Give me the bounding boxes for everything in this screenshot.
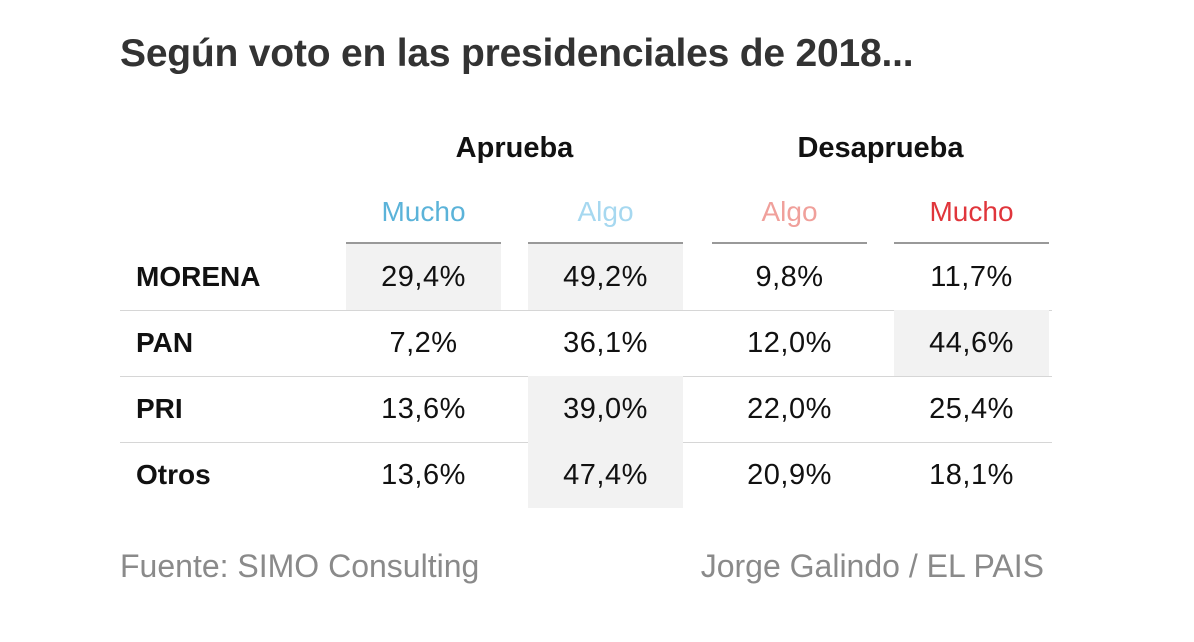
table-cell: 7,2%: [389, 327, 458, 359]
column-header-2: Algo: [761, 196, 818, 227]
table-cell: 13,6%: [381, 459, 466, 491]
column-header-3: Mucho: [929, 196, 1014, 227]
table-cell: 13,6%: [381, 393, 466, 425]
table-cell: 22,0%: [747, 393, 832, 425]
credit-note: Jorge Galindo / EL PAIS: [700, 548, 1044, 584]
row-label: PAN: [136, 327, 194, 358]
column-underline-1: [528, 242, 683, 244]
table-cell: 12,0%: [747, 327, 832, 359]
table-cell: 18,1%: [929, 459, 1014, 491]
column-header-0: Mucho: [381, 196, 466, 227]
table-cell: 44,6%: [894, 310, 1049, 376]
table-cell: 36,1%: [563, 327, 648, 359]
row-label: MORENA: [136, 261, 261, 292]
table-cell: 25,4%: [929, 393, 1014, 425]
column-underline-2: [712, 242, 867, 244]
chart-title: Según voto en las presidenciales de 2018…: [120, 32, 914, 75]
group-header-0: Aprueba: [455, 132, 574, 164]
column-underline-0: [346, 242, 501, 244]
table-cell: 39,0%: [528, 376, 683, 442]
column-header-1: Algo: [577, 196, 634, 227]
row-label: Otros: [136, 459, 211, 490]
column-underline-3: [894, 242, 1049, 244]
table-cell: 47,4%: [528, 442, 683, 508]
table-cell: 49,2%: [528, 244, 683, 310]
row-label: PRI: [136, 393, 183, 424]
table-cell: 20,9%: [747, 459, 832, 491]
source-note: Fuente: SIMO Consulting: [120, 548, 480, 584]
group-header-1: Desaprueba: [797, 132, 964, 164]
table-cell: 11,7%: [930, 261, 1013, 293]
table-cell: 29,4%: [346, 244, 501, 310]
row-separator: [120, 310, 1052, 311]
table-cell: 9,8%: [755, 261, 824, 293]
